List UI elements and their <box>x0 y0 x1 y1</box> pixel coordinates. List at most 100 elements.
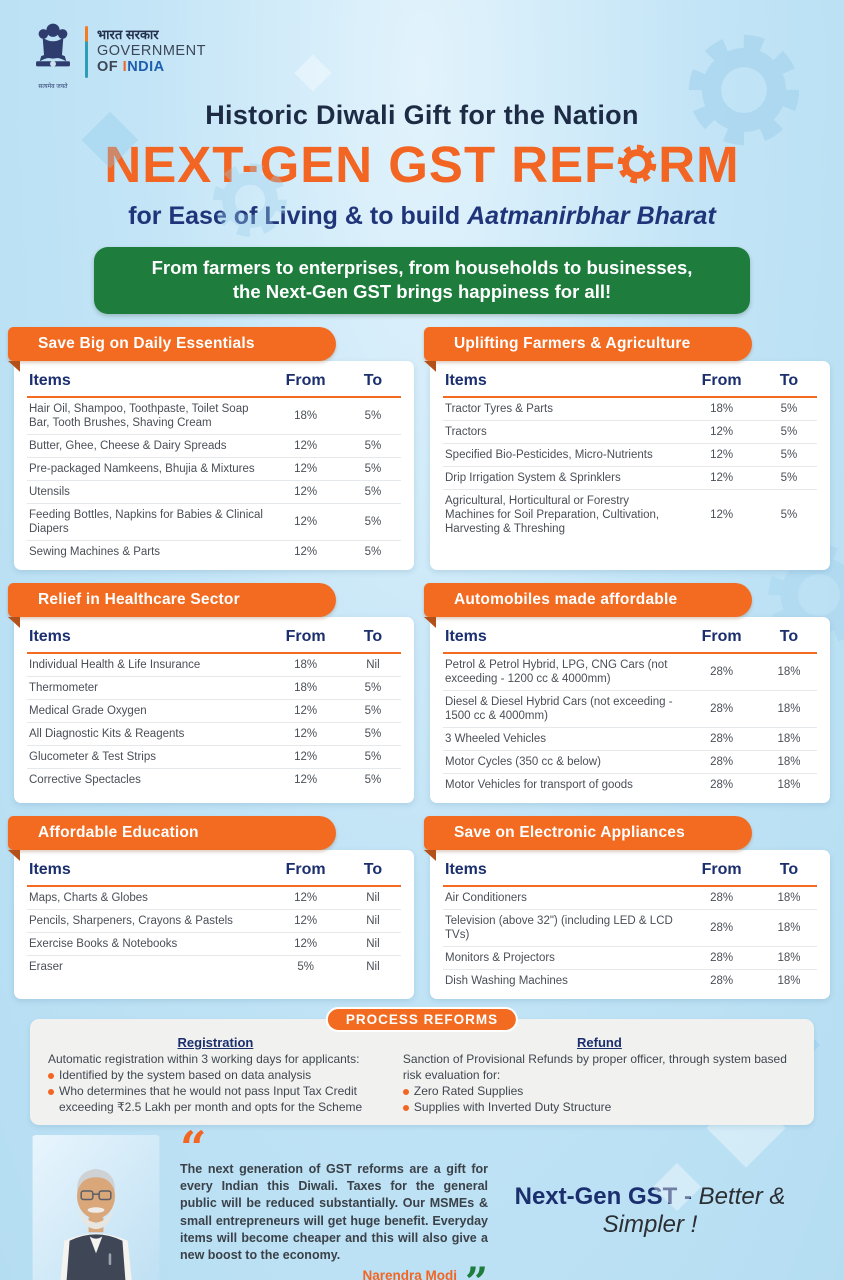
registration-intro: Automatic registration within 3 working … <box>48 1052 360 1067</box>
cell-item: Feeding Bottles, Napkins for Babies & Cl… <box>27 502 267 541</box>
cell-to: 18% <box>760 969 817 993</box>
cell-from: 12% <box>294 892 318 905</box>
section-ribbon: Uplifting Farmers & Agriculture <box>424 326 752 372</box>
table-row: Drip Irrigation System & Sprinklers 12% 5% <box>443 465 817 490</box>
refund-column: Refund Sanction of Provisional Refunds b… <box>402 1035 796 1116</box>
cell-from: 12% <box>266 909 345 933</box>
green-banner: From farmers to enterprises, from househ… <box>94 247 750 314</box>
cell-from: 12% <box>266 479 345 504</box>
pm-portrait-illustration <box>32 1134 160 1280</box>
section-ribbon: Save on Electronic Appliances <box>424 816 752 862</box>
table-row: Exercise Books & Notebooks 12% Nil <box>27 932 401 956</box>
open-quote-icon: “ <box>180 1120 207 1175</box>
table-row: Pre-packaged Namkeens, Bhujia & Mixtures… <box>27 456 401 481</box>
ribbon-fold <box>424 616 436 628</box>
section-title: Affordable Education <box>38 824 199 842</box>
cell-to: 5% <box>364 409 382 422</box>
cell-from: 28% <box>682 750 761 774</box>
cell-to: 18% <box>760 909 817 947</box>
logo-divider <box>85 26 88 78</box>
table-row: Utensils 12% 5% <box>27 479 401 504</box>
section-title: Save on Electronic Appliances <box>454 824 685 842</box>
cell-item: Dish Washing Machines <box>443 969 683 993</box>
rate-table-card: Items From To Hair Oil, Shampoo, Toothpa… <box>14 360 414 570</box>
cell-to: Nil <box>344 909 401 933</box>
section-ribbon: Relief in Healthcare Sector <box>8 582 336 628</box>
bullet-item: Who determines that he would not pass In… <box>48 1084 383 1116</box>
table-row: Sewing Machines & Parts 12% 5% <box>27 539 401 563</box>
cell-item: Motor Cycles (350 cc & below) <box>443 750 683 774</box>
registration-bullets: Identified by the system based on data a… <box>48 1068 383 1116</box>
table-row: Specified Bio-Pesticides, Micro-Nutrient… <box>443 442 817 467</box>
cell-item: Medical Grade Oxygen <box>27 698 267 723</box>
cell-from: 12% <box>266 456 345 481</box>
col-to: To <box>760 856 817 888</box>
table-row: Individual Health & Life Insurance 18% Nil <box>27 653 401 677</box>
cell-from: 12% <box>682 488 761 540</box>
subtitle-normal: for Ease of Living & to build <box>128 202 468 230</box>
cell-item: Specified Bio-Pesticides, Micro-Nutrient… <box>443 442 683 467</box>
cell-to: 18% <box>777 665 801 678</box>
close-quote-icon: ” <box>465 1263 488 1280</box>
emblem-motto: सत्यमेव जयते <box>38 84 68 90</box>
cell-from: 12% <box>682 419 761 444</box>
table-row: Thermometer 18% 5% <box>27 675 401 700</box>
col-from: From <box>682 366 761 398</box>
table-row: Air Conditioners 28% 18% <box>443 886 817 910</box>
rate-table-card: Items From To Petrol & Petrol Hybrid, LP… <box>430 616 830 804</box>
cell-from: 12% <box>266 768 345 792</box>
main-title-post: RM <box>658 136 740 193</box>
cell-item: Television (above 32") (including LED & … <box>443 909 683 947</box>
table-row: Petrol & Petrol Hybrid, LPG, CNG Cars (n… <box>443 653 817 691</box>
col-to: To <box>344 856 401 888</box>
tagline-italic: Better & Simpler ! <box>602 1182 786 1238</box>
cell-from: 18% <box>266 675 345 700</box>
rate-table: Items From To Tractor Tyres & Parts 18% 5%… <box>443 366 817 540</box>
cell-from: 12% <box>266 744 345 769</box>
ribbon-fold <box>8 360 20 372</box>
col-items: Items <box>443 622 683 654</box>
cell-from: 12% <box>266 433 345 458</box>
cell-item: Hair Oil, Shampoo, Toothpaste, Toilet So… <box>29 402 249 429</box>
col-from: From <box>266 366 345 398</box>
pm-photo <box>32 1134 160 1280</box>
quote-author-name: Narendra Modi <box>362 1268 457 1280</box>
table-row: Diesel & Diesel Hybrid Cars (not exceedi… <box>443 689 817 728</box>
process-reforms-badge: PROCESS REFORMS <box>325 1007 519 1033</box>
col-items: Items <box>27 856 267 888</box>
cell-from: 18% <box>294 409 318 422</box>
col-from: From <box>682 856 761 888</box>
cell-item: 3 Wheeled Vehicles <box>443 726 683 751</box>
cell-item: Exercise Books & Notebooks <box>27 932 267 956</box>
table-row: Feeding Bottles, Napkins for Babies & Cl… <box>27 502 401 541</box>
cell-item: Air Conditioners <box>445 892 527 905</box>
cell-item: Corrective Spectacles <box>27 768 267 792</box>
section-daily-essentials: Save Big on Daily Essentials Items From … <box>8 326 414 570</box>
ribbon-fold <box>424 360 436 372</box>
table-row: Tractor Tyres & Parts 18% 5% <box>443 397 817 421</box>
col-items: Items <box>443 366 683 398</box>
bullet-item: Zero Rated Supplies <box>402 1084 796 1100</box>
rate-table-card: Items From To Maps, Charts & Globes 12% Ni… <box>14 850 414 1000</box>
col-to: To <box>760 622 817 654</box>
col-from: From <box>266 856 345 888</box>
cell-from: 18% <box>294 658 318 671</box>
cell-to: Nil <box>344 932 401 956</box>
cell-item: Drip Irrigation System & Sprinklers <box>443 465 683 490</box>
gov-label-line3: OF INDIA <box>97 59 206 75</box>
cell-item: Diesel & Diesel Hybrid Cars (not exceedi… <box>443 689 683 728</box>
cell-from: 5% <box>266 955 345 979</box>
poster-headline: Historic Diwali Gift for the Nation <box>205 100 639 130</box>
cell-to: 5% <box>344 539 401 563</box>
cell-from: 12% <box>682 442 761 467</box>
registration-column: Registration Automatic registration with… <box>48 1035 383 1116</box>
table-row: Butter, Ghee, Cheese & Dairy Spreads 12% 5… <box>27 433 401 458</box>
main-title: NEXT-GEN GST REF RM <box>0 139 844 190</box>
cell-item: Individual Health & Life Insurance <box>29 658 201 671</box>
ashoka-emblem-icon <box>36 23 70 67</box>
cell-from: 12% <box>266 721 345 746</box>
cell-from: 28% <box>682 909 761 947</box>
table-row: Hair Oil, Shampoo, Toothpaste, Toilet So… <box>27 397 401 435</box>
table-row: Maps, Charts & Globes 12% Nil <box>27 886 401 910</box>
